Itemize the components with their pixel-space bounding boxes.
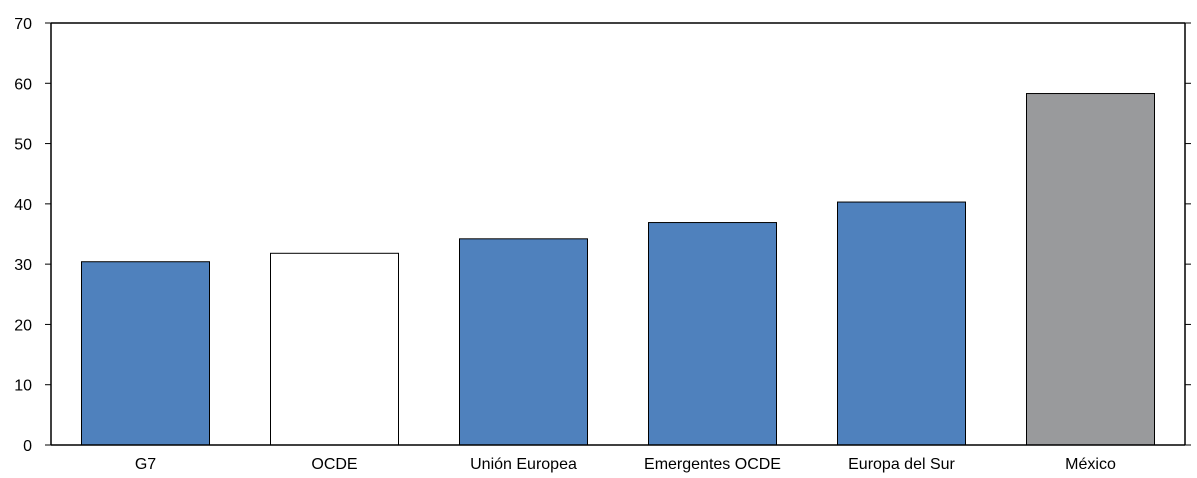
y-axis-ticks: [45, 22, 51, 446]
x-axis-labels: G7 OCDE Unión Europea Emergentes OCDE Europa…: [135, 456, 1116, 473]
y-axis-labels: 0 10 20 30 40 50 60 70: [14, 16, 32, 455]
bars: [81, 93, 1155, 446]
right-axis-ticks: [1185, 22, 1191, 446]
y-tick-label: 20: [14, 317, 32, 334]
bar-europa-del-sur: [837, 201, 966, 446]
bar-g7: [81, 261, 210, 446]
x-tick-label: Unión Europea: [470, 456, 577, 473]
x-tick-label: Emergentes OCDE: [644, 456, 781, 473]
y-tick-label: 60: [14, 76, 32, 93]
y-tick-label: 50: [14, 137, 32, 154]
bar-unión-europea: [459, 238, 588, 446]
x-tick-label: OCDE: [311, 456, 357, 473]
x-tick-label: G7: [135, 456, 156, 473]
bar-ocde: [270, 252, 399, 446]
y-tick-label: 70: [14, 16, 32, 33]
y-tick-label: 10: [14, 378, 32, 395]
x-tick-label: México: [1065, 456, 1116, 473]
bar-emergentes-ocde: [648, 222, 777, 446]
y-tick-label: 30: [14, 257, 32, 274]
y-tick-label: 40: [14, 197, 32, 214]
x-tick-label: Europa del Sur: [848, 456, 955, 473]
plot-frame: [50, 22, 1186, 446]
y-tick-label: 0: [23, 438, 32, 455]
bar-méxico: [1026, 93, 1155, 446]
